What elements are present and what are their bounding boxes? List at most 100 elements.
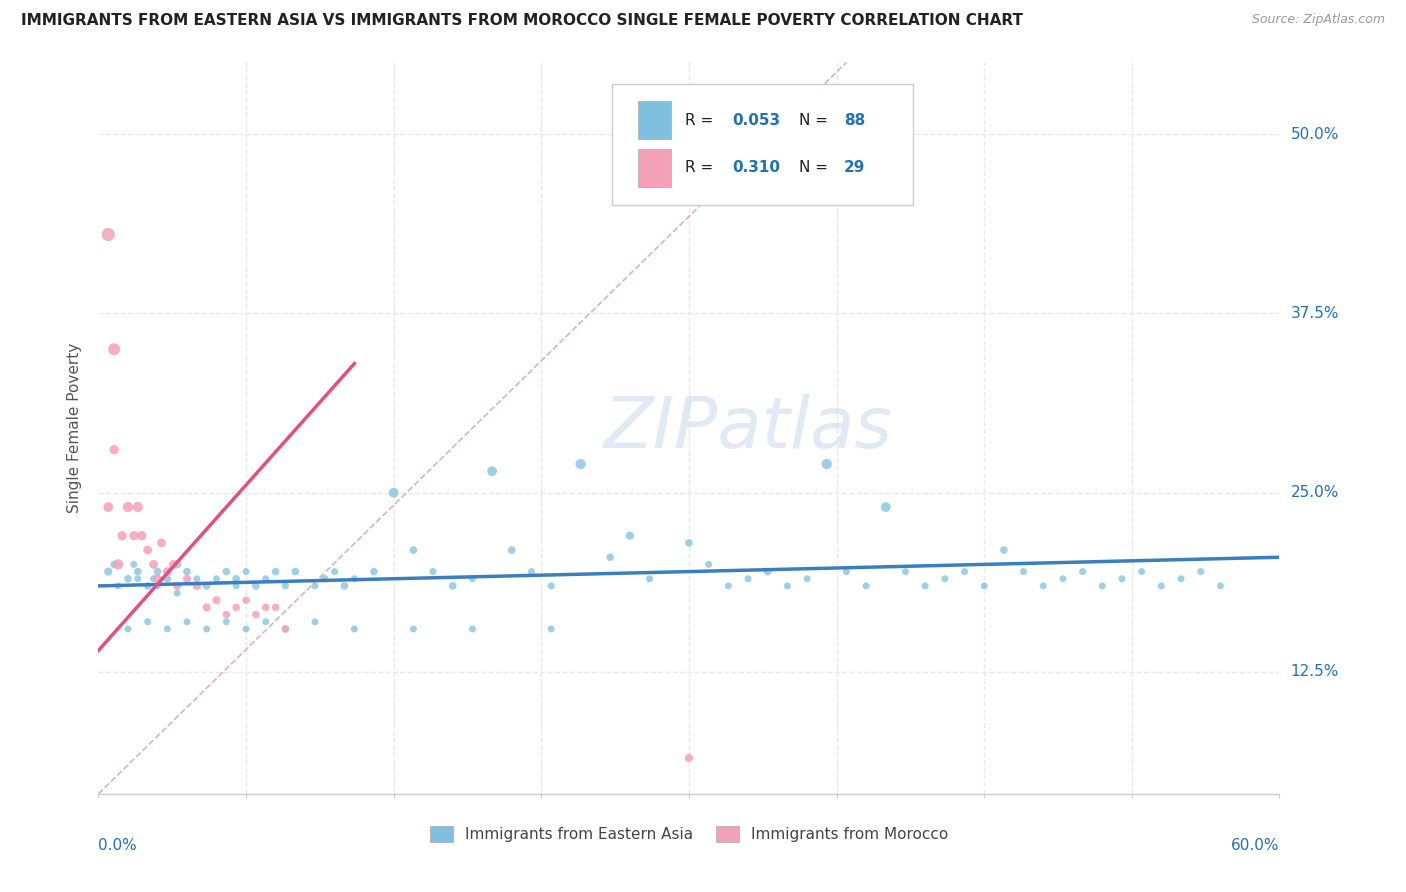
Point xyxy=(343,572,366,586)
Point xyxy=(599,550,621,565)
Point xyxy=(314,572,336,586)
Text: IMMIGRANTS FROM EASTERN ASIA VS IMMIGRANTS FROM MOROCCO SINGLE FEMALE POVERTY CO: IMMIGRANTS FROM EASTERN ASIA VS IMMIGRAN… xyxy=(21,13,1024,29)
Point xyxy=(156,565,179,579)
Point xyxy=(111,529,134,543)
Point xyxy=(1189,565,1212,579)
Point xyxy=(166,558,188,572)
Point xyxy=(215,615,238,629)
Text: 0.0%: 0.0% xyxy=(98,838,138,853)
Point xyxy=(333,579,356,593)
Point xyxy=(195,600,218,615)
Point xyxy=(1012,565,1035,579)
Point xyxy=(481,464,503,478)
Point xyxy=(156,622,179,636)
Point xyxy=(1150,579,1173,593)
Point xyxy=(195,579,218,593)
Point xyxy=(1209,579,1232,593)
Point xyxy=(638,572,661,586)
Point xyxy=(122,529,145,543)
Point xyxy=(142,558,165,572)
Point xyxy=(540,622,562,636)
Text: 60.0%: 60.0% xyxy=(1232,838,1279,853)
Point xyxy=(150,536,173,550)
Point xyxy=(717,579,740,593)
Bar xyxy=(638,149,671,186)
Point xyxy=(1130,565,1153,579)
Point xyxy=(235,593,257,607)
Point xyxy=(382,485,405,500)
Point xyxy=(697,558,720,572)
Point xyxy=(254,572,277,586)
Point xyxy=(235,622,257,636)
Point xyxy=(1091,579,1114,593)
Point xyxy=(142,572,165,586)
Point xyxy=(245,579,267,593)
Point xyxy=(225,579,247,593)
Point xyxy=(274,622,297,636)
Point xyxy=(117,572,139,586)
Point xyxy=(97,227,120,242)
Point xyxy=(146,565,169,579)
Point xyxy=(103,442,125,457)
Point xyxy=(146,572,169,586)
Point xyxy=(501,543,523,558)
Point xyxy=(1111,572,1133,586)
Point xyxy=(304,579,326,593)
Text: N =: N = xyxy=(799,161,832,175)
Point xyxy=(264,565,287,579)
Point xyxy=(461,572,484,586)
Point xyxy=(422,565,444,579)
Point xyxy=(127,572,149,586)
Point xyxy=(520,565,543,579)
Point xyxy=(1170,572,1192,586)
Point xyxy=(1032,579,1054,593)
Point xyxy=(569,457,592,471)
Point xyxy=(146,579,169,593)
Point xyxy=(461,622,484,636)
Bar xyxy=(638,101,671,139)
Point xyxy=(186,579,208,593)
Y-axis label: Single Female Poverty: Single Female Poverty xyxy=(67,343,83,513)
Point xyxy=(993,543,1015,558)
Point xyxy=(97,500,120,514)
Point xyxy=(215,565,238,579)
Point xyxy=(756,565,779,579)
Point xyxy=(127,565,149,579)
Point xyxy=(875,500,897,514)
Point xyxy=(103,558,125,572)
Point xyxy=(284,565,307,579)
Point xyxy=(176,565,198,579)
Point xyxy=(274,622,297,636)
Point xyxy=(156,572,179,586)
Legend: Immigrants from Eastern Asia, Immigrants from Morocco: Immigrants from Eastern Asia, Immigrants… xyxy=(423,821,955,848)
Point xyxy=(117,622,139,636)
Point xyxy=(914,579,936,593)
Point xyxy=(953,565,976,579)
Point xyxy=(619,529,641,543)
FancyBboxPatch shape xyxy=(612,85,914,205)
Point xyxy=(195,622,218,636)
Point xyxy=(678,536,700,550)
Point xyxy=(117,500,139,514)
Point xyxy=(136,615,159,629)
Point xyxy=(254,615,277,629)
Point xyxy=(225,600,247,615)
Point xyxy=(176,572,198,586)
Point xyxy=(166,579,188,593)
Text: Source: ZipAtlas.com: Source: ZipAtlas.com xyxy=(1251,13,1385,27)
Text: R =: R = xyxy=(685,112,718,128)
Text: 37.5%: 37.5% xyxy=(1291,306,1339,321)
Point xyxy=(136,579,159,593)
Point xyxy=(97,565,120,579)
Point xyxy=(162,558,184,572)
Point xyxy=(304,615,326,629)
Text: 50.0%: 50.0% xyxy=(1291,127,1339,142)
Text: 12.5%: 12.5% xyxy=(1291,665,1339,680)
Point xyxy=(176,615,198,629)
Point xyxy=(1071,565,1094,579)
Point xyxy=(815,457,838,471)
Point xyxy=(107,579,129,593)
Point xyxy=(540,579,562,593)
Text: 88: 88 xyxy=(844,112,865,128)
Text: 0.053: 0.053 xyxy=(733,112,780,128)
